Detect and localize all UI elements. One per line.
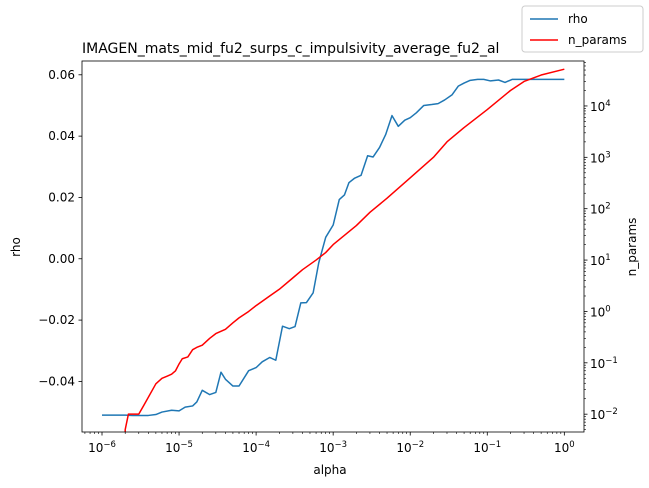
y-right-tick-label: 10−1 [590,356,618,371]
y-left-tick-label: 0.02 [48,190,75,204]
y-left-tick-label: 0.04 [48,129,75,143]
series-line-n-params [124,68,565,432]
y-axis-left-label: rho [9,237,23,257]
x-tick-label: 10−5 [165,440,193,455]
y-axis-right: 10−2 10−1 100 101 102 103 104 [584,62,618,430]
x-tick-label: 10−6 [88,440,116,455]
legend-entry-n-params: n_params [568,33,627,47]
x-tick-label: 100 [554,440,575,455]
chart-title: IMAGEN_mats_mid_fu2_surps_c_impulsivity_… [82,41,499,57]
y-axis-right-label: n_params [625,218,639,277]
legend: rho n_params [521,5,644,53]
y-left-tick-label: −0.02 [38,313,75,327]
y-right-tick-label: 10−2 [590,407,618,422]
y-right-tick-label: 102 [590,202,611,217]
x-axis-label: alpha [313,463,346,477]
y-right-tick-label: 100 [590,304,611,319]
x-tick-label: 10−3 [319,440,347,455]
series-line-rho [102,78,565,417]
x-tick-label: 10−2 [396,440,424,455]
y-left-tick-label: 0.00 [48,252,75,266]
x-tick-label: 10−4 [242,440,270,455]
y-left-tick-label: 0.06 [48,68,75,82]
y-right-tick-label: 104 [590,99,611,114]
series-group [102,68,565,432]
x-tick-label: 10−1 [473,440,501,455]
y-left-tick-label: −0.04 [38,374,75,388]
legend-entry-rho: rho [568,12,588,26]
y-right-tick-label: 101 [590,253,611,268]
y-right-tick-label: 103 [590,150,611,165]
y-axis-left: −0.04 −0.02 0.00 0.02 0.04 0.06 [38,68,82,388]
x-axis: 10−6 10−5 10−4 10−3 10−2 10−1 100 [84,432,575,455]
